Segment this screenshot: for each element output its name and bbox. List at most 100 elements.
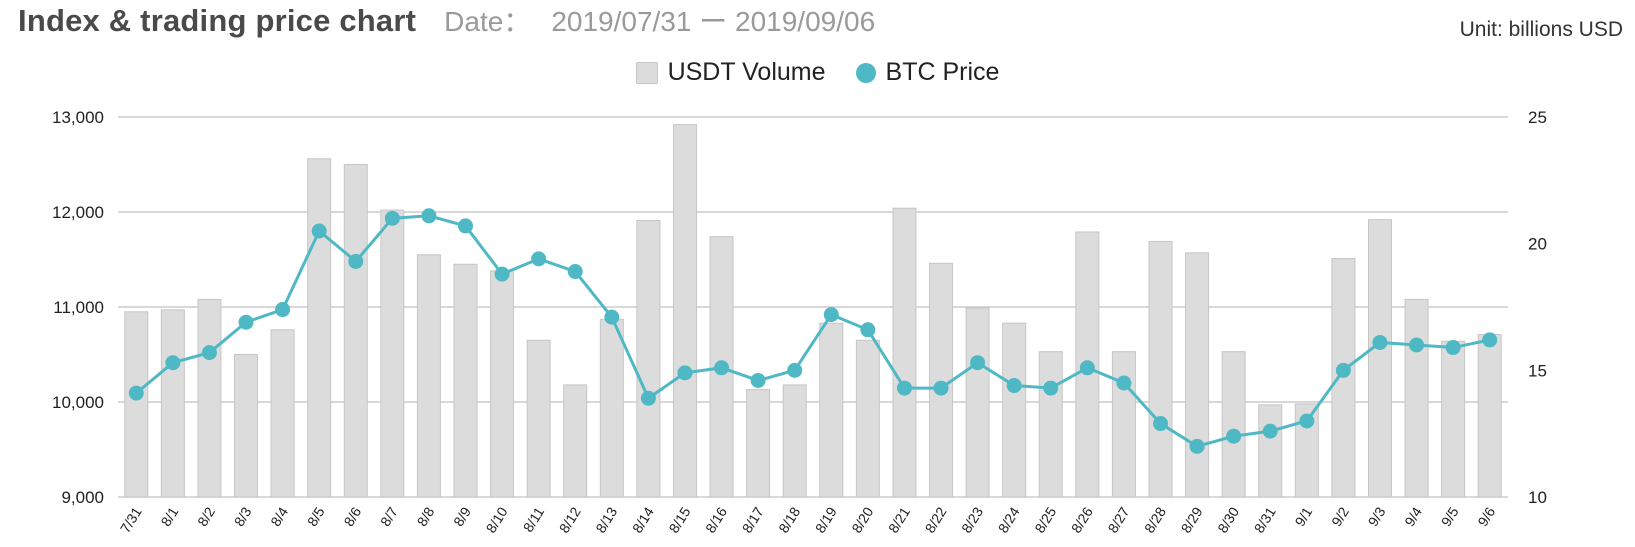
y-left-tick-label: 9,000 [61, 488, 104, 507]
chart-header: Index & trading price chart Date： 2019/0… [18, 0, 875, 40]
volume-bar [526, 339, 551, 498]
x-tick-label: 8/25 [1031, 504, 1059, 536]
price-point [1262, 423, 1278, 439]
x-tick-label: 8/24 [995, 504, 1023, 536]
x-tick-label: 9/4 [1401, 504, 1425, 529]
y-left-tick-label: 13,000 [52, 108, 104, 127]
price-point [567, 264, 583, 280]
x-tick-label: 9/6 [1474, 504, 1498, 529]
unit-label: Unit: billions USD [1459, 18, 1623, 41]
price-point [1189, 438, 1205, 454]
price-point [933, 380, 949, 396]
x-tick-label: 8/26 [1068, 504, 1096, 536]
volume-bar [1221, 351, 1246, 498]
volume-bar [1185, 252, 1210, 498]
price-point [201, 345, 217, 361]
volume-bar [453, 263, 478, 498]
volume-bar [746, 389, 771, 498]
x-tick-label: 8/1 [158, 504, 182, 529]
y-right-tick-label: 20 [1528, 235, 1547, 254]
volume-bar [1441, 340, 1466, 498]
price-line [135, 214, 1491, 448]
price-point [1335, 362, 1351, 378]
x-tick-label: 8/3 [231, 504, 255, 529]
legend-item-price[interactable]: BTC Price [855, 58, 999, 87]
x-tick-label: 8/23 [958, 504, 986, 536]
volume-bar [307, 158, 332, 498]
x-tick-label: 9/5 [1438, 504, 1462, 529]
price-point [275, 302, 291, 318]
price-point [1372, 334, 1388, 350]
volume-bar [1477, 334, 1502, 498]
price-point [1006, 378, 1022, 394]
price-point [677, 365, 693, 381]
volume-bar [929, 262, 954, 498]
price-point [348, 253, 364, 269]
x-tick-label: 8/31 [1251, 504, 1279, 536]
volume-bar [1002, 322, 1027, 498]
price-point [238, 314, 254, 330]
price-point [1226, 428, 1242, 444]
x-tick-label: 8/7 [377, 504, 401, 529]
y-right-tick-label: 15 [1528, 361, 1547, 380]
price-point [1116, 375, 1132, 391]
price-point [787, 362, 803, 378]
price-point [1079, 360, 1095, 376]
volume-bar [416, 254, 441, 498]
volume-bar [1404, 298, 1429, 498]
volume-bar [270, 329, 295, 498]
volume-bar [1038, 351, 1063, 498]
volume-bar [197, 298, 222, 498]
price-point [1482, 332, 1498, 348]
x-tick-label: 8/30 [1214, 504, 1242, 536]
volume-bar [234, 354, 259, 498]
price-point [531, 251, 547, 267]
volume-bar [892, 207, 917, 498]
date-range: 2019/07/31 ー 2019/09/06 [551, 6, 876, 37]
x-tick-label: 8/19 [812, 504, 840, 536]
volume-bar [672, 124, 697, 498]
volume-bar [343, 164, 368, 498]
volume-bar [1148, 240, 1173, 498]
legend-item-volume[interactable]: USDT Volume [635, 58, 826, 87]
volume-bar [855, 339, 880, 498]
legend-swatch-price [855, 62, 876, 83]
price-point [640, 390, 656, 406]
volume-bar [819, 322, 844, 498]
x-tick-label: 8/16 [702, 504, 730, 536]
volume-bar [636, 220, 661, 498]
x-tick-label: 8/11 [520, 504, 548, 535]
volume-bar [1258, 404, 1283, 498]
x-tick-label: 8/28 [1141, 504, 1169, 536]
y-left-tick-label: 12,000 [52, 203, 104, 222]
y-right-tick-label: 25 [1528, 108, 1547, 127]
x-tick-label: 9/3 [1365, 504, 1389, 529]
price-point [494, 266, 510, 282]
y-left-tick-label: 10,000 [52, 393, 104, 412]
x-tick-label: 8/6 [340, 504, 364, 529]
x-tick-label: 8/9 [450, 504, 474, 529]
price-point [604, 309, 620, 325]
price-point [1409, 337, 1425, 353]
x-tick-label: 9/1 [1291, 504, 1315, 529]
price-point [1445, 340, 1461, 356]
x-tick-label: 9/2 [1328, 504, 1352, 529]
x-tick-label: 8/10 [483, 504, 511, 536]
volume-bar [1367, 219, 1392, 498]
legend-swatch-volume [635, 61, 658, 84]
volume-bar [124, 311, 149, 498]
chart-title: Index & trading price chart [18, 3, 417, 38]
price-point [1153, 416, 1168, 432]
x-tick-label: 8/29 [1178, 504, 1206, 536]
price-point [714, 360, 730, 376]
x-tick-label: 8/17 [739, 504, 767, 536]
y-right-tick-label: 10 [1528, 488, 1547, 507]
volume-bar [563, 384, 588, 498]
x-tick-label: 8/15 [666, 504, 694, 536]
price-point [750, 372, 766, 388]
price-point [165, 355, 181, 371]
legend-label-volume: USDT Volume [667, 58, 826, 86]
x-tick-label: 8/13 [592, 504, 620, 536]
price-point [1299, 413, 1315, 429]
